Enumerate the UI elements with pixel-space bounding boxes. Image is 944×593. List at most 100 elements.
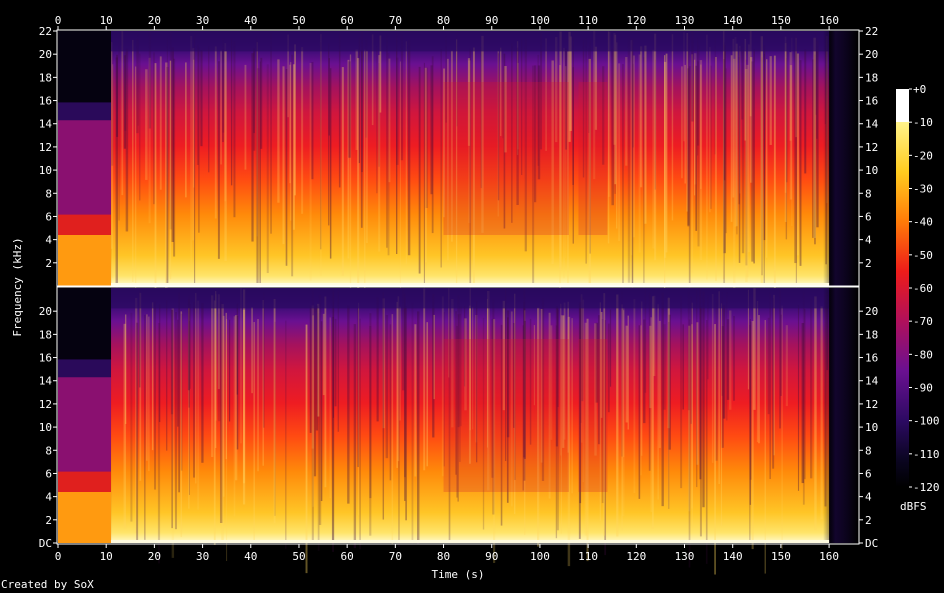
x-tick-label-top: 40 <box>244 14 257 27</box>
x-axis-label: Time (s) <box>432 568 485 581</box>
y-tick-label-right: 12 <box>865 398 878 411</box>
y-tick-label-left: 12 <box>39 398 52 411</box>
x-tick-label-top: 70 <box>389 14 402 27</box>
y-axis-left: 2 4 6 8 10 12 14 16 18 20 22 DC 2 4 6 8 10 12 14 16 18 20 <box>39 25 57 550</box>
y-tick-label-right: 6 <box>865 210 872 223</box>
y-axis-label: Frequency (kHz) <box>11 237 24 336</box>
y-tick-label-left: 12 <box>39 141 52 154</box>
x-tick-label-top: 10 <box>100 14 113 27</box>
texture-striations <box>111 31 828 316</box>
y-tick-label-right: 14 <box>865 118 879 131</box>
x-tick-label-bottom: 80 <box>437 550 450 563</box>
y-tick-label-left: 2 <box>45 514 52 527</box>
x-axis-top: 0 10 20 30 40 50 60 70 80 90 100 110 120 130 140 150 160 <box>55 14 839 30</box>
y-tick-label-left: 10 <box>39 421 52 434</box>
y-tick-label-left: 20 <box>39 305 52 318</box>
x-tick-label-top: 140 <box>723 14 743 27</box>
colorbar-tick-label: -10 <box>913 116 933 129</box>
colorbar-label: dBFS <box>900 500 927 513</box>
x-tick-label-bottom: 140 <box>723 550 743 563</box>
colorbar-tick-label: -40 <box>913 216 933 229</box>
colorbar-scale <box>896 89 909 487</box>
x-tick-label-top: 130 <box>675 14 695 27</box>
y-tick-label-left: 14 <box>39 375 53 388</box>
x-tick-label-top: 90 <box>485 14 498 27</box>
y-tick-label-left: 4 <box>45 234 52 247</box>
high-freq-band <box>111 288 830 309</box>
fade-out-region <box>823 31 858 286</box>
y-tick-label-right: 22 <box>865 25 878 38</box>
quiet-segment <box>443 82 569 235</box>
fade-out-region <box>823 288 858 543</box>
x-tick-label-bottom: 120 <box>626 550 646 563</box>
colorbar-tick-label: -90 <box>913 382 933 395</box>
y-tick-label-left: 8 <box>45 444 52 457</box>
y-tick-label-right: 18 <box>865 328 878 341</box>
colorbar-ticks: +0 -10 -20 -30 -40 -50 -60 -70 -80 -90 -100 -110 -12… <box>909 83 940 494</box>
plot-frame-top <box>56 29 860 287</box>
y-tick-label-left: 16 <box>39 95 52 108</box>
channel-1-panel <box>58 31 858 316</box>
y-tick-label-right: 10 <box>865 421 878 434</box>
y-tick-label-right: DC <box>865 537 878 550</box>
y-tick-label-right: 16 <box>865 352 878 365</box>
y-tick-label-right: 4 <box>865 491 872 504</box>
spectrum-body <box>111 288 830 543</box>
x-tick-label-bottom: 50 <box>292 550 305 563</box>
texture-striations <box>123 288 829 575</box>
x-tick-label-top: 100 <box>530 14 550 27</box>
y-tick-label-right: 20 <box>865 305 878 318</box>
y-tick-label-right: 2 <box>865 257 872 270</box>
dc-band <box>111 283 830 286</box>
x-tick-label-bottom: 160 <box>819 550 839 563</box>
x-tick-label-top: 0 <box>55 14 62 27</box>
y-tick-label-left: 4 <box>45 491 52 504</box>
x-tick-label-bottom: 10 <box>100 550 113 563</box>
x-tick-label-bottom: 90 <box>485 550 498 563</box>
y-tick-label-left: 10 <box>39 164 52 177</box>
colorbar-tick-label: -80 <box>913 348 933 361</box>
x-tick-label-top: 60 <box>341 14 354 27</box>
y-tick-label-left: 14 <box>39 118 53 131</box>
x-tick-label-bottom: 30 <box>196 550 209 563</box>
quiet-segment <box>443 339 569 492</box>
x-tick-label-bottom: 130 <box>675 550 695 563</box>
intro-region <box>58 31 112 286</box>
y-tick-label-left: DC <box>39 537 52 550</box>
x-tick-label-top: 160 <box>819 14 839 27</box>
y-tick-label-right: 10 <box>865 164 878 177</box>
y-tick-label-left: 6 <box>45 467 52 480</box>
high-freq-band <box>111 31 830 52</box>
x-tick-label-top: 80 <box>437 14 450 27</box>
x-tick-label-top: 120 <box>626 14 646 27</box>
colorbar-tick-label: -20 <box>913 149 933 162</box>
y-tick-label-left: 18 <box>39 71 52 84</box>
x-tick-label-bottom: 110 <box>578 550 598 563</box>
y-tick-label-left: 22 <box>39 25 52 38</box>
y-tick-label-right: 6 <box>865 467 872 480</box>
x-tick-label-bottom: 70 <box>389 550 402 563</box>
colorbar-tick-label: -50 <box>913 249 933 262</box>
x-tick-label-top: 20 <box>148 14 161 27</box>
x-tick-label-bottom: 150 <box>771 550 791 563</box>
intro-region <box>58 288 112 543</box>
y-tick-label-right: 4 <box>865 234 872 247</box>
y-tick-label-right: 12 <box>865 141 878 154</box>
colorbar: +0 -10 -20 -30 -40 -50 -60 -70 -80 -90 -100 -110 -12… <box>896 83 940 513</box>
x-tick-label-bottom: 40 <box>244 550 257 563</box>
colorbar-tick-label: -100 <box>913 415 940 428</box>
y-tick-label-left: 20 <box>39 48 52 61</box>
colorbar-tick-label: +0 <box>913 83 926 96</box>
y-tick-label-left: 8 <box>45 187 52 200</box>
y-tick-label-right: 20 <box>865 48 878 61</box>
x-tick-label-bottom: 20 <box>148 550 161 563</box>
dc-band <box>111 540 830 543</box>
x-tick-label-bottom: 0 <box>55 550 62 563</box>
y-tick-label-right: 14 <box>865 375 879 388</box>
plot-frame-bottom <box>56 286 860 545</box>
x-tick-label-top: 150 <box>771 14 791 27</box>
x-tick-label-top: 30 <box>196 14 209 27</box>
quiet-segment <box>578 82 608 235</box>
y-tick-label-left: 6 <box>45 210 52 223</box>
